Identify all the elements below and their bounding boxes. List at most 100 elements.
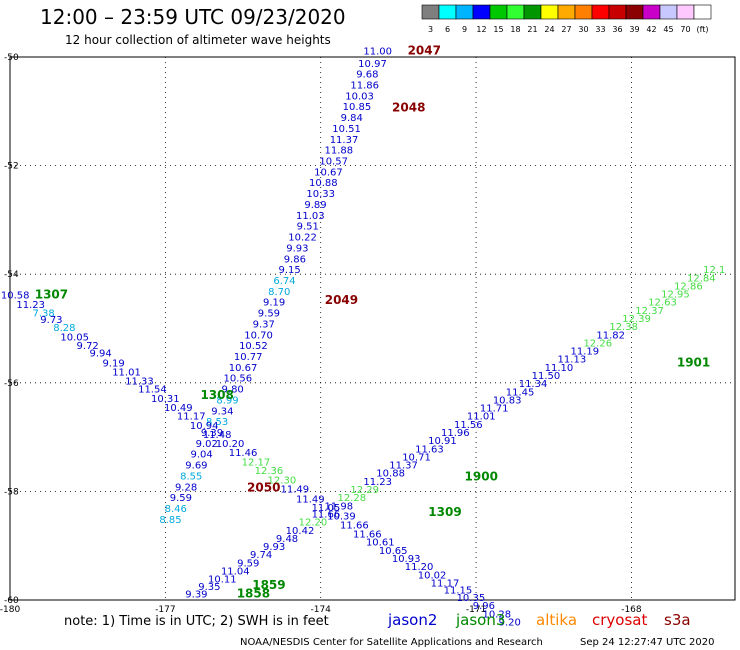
swh-value-label: 9.39 (185, 589, 207, 600)
plot-frame (9, 56, 736, 601)
colorbar-label: 21 (527, 25, 537, 34)
swh-value-label: 9.20 (499, 618, 521, 629)
swh-value-label: 12.1 (703, 265, 725, 276)
colorbar-label: (ft) (696, 25, 708, 34)
colorbar-swatch (659, 4, 678, 20)
swh-value-label: 11.56 (454, 420, 483, 431)
swh-value-label: 6.74 (273, 276, 295, 287)
colorbar-swatch (676, 4, 695, 20)
satellite-legend-altika: altika (536, 611, 577, 629)
swh-value-label: 11.20 (405, 562, 434, 573)
swh-value-label: 9.19 (263, 298, 285, 309)
colorbar-swatch (506, 4, 525, 20)
y-tick-label: -52 (4, 162, 19, 172)
colorbar-swatch (642, 4, 661, 20)
swh-value-label: 11.04 (221, 566, 250, 577)
swh-value-label: 10.02 (418, 570, 447, 581)
swh-value-label: 10.42 (286, 526, 315, 537)
colorbar-swatch (472, 4, 491, 20)
swh-value-label: 11.63 (415, 444, 444, 455)
swh-value-label: 8.99 (216, 395, 238, 406)
colorbar-swatch (523, 4, 542, 20)
swh-value-label: 10.56 (224, 374, 253, 385)
swh-value-label: 11.66 (340, 520, 369, 531)
swh-value-label: 12.39 (622, 314, 651, 325)
swh-value-label: 9.51 (297, 222, 319, 233)
colorbar-label: 15 (493, 25, 503, 34)
swh-value-label: 11.96 (441, 428, 470, 439)
x-tick-label: -171 (466, 605, 486, 615)
footer-note: note: 1) Time is in UTC; 2) SWH is in fe… (64, 614, 329, 629)
swh-value-label: 10.67 (314, 167, 343, 178)
swh-value-label: 11.49 (281, 484, 310, 495)
swh-value-label: 11.33 (125, 376, 154, 387)
swh-value-label: 10.94 (190, 421, 219, 432)
colorbar-label: 9 (462, 25, 467, 34)
colorbar-label: 36 (612, 25, 622, 34)
colorbar-label: 45 (663, 25, 673, 34)
swh-value-label: 11.17 (431, 578, 460, 589)
swh-value-label: 11.86 (350, 80, 379, 91)
swh-value-label: 9.34 (211, 406, 233, 417)
colorbar-swatch (438, 4, 457, 20)
swh-value-label: 12.38 (609, 322, 638, 333)
swh-value-label: 11.37 (389, 461, 418, 472)
swh-value-label: 10.05 (60, 332, 89, 343)
y-tick-label: -60 (4, 596, 19, 606)
x-tick-label: -180 (0, 605, 20, 615)
swh-value-label: 10.88 (376, 469, 405, 480)
swh-value-label: 12.63 (648, 298, 677, 309)
swh-value-label: 11.48 (203, 430, 232, 441)
time-label: 1309 (428, 505, 461, 519)
colorbar-label: 42 (646, 25, 656, 34)
swh-value-label: 10.93 (392, 554, 421, 565)
time-label: 1859 (252, 578, 285, 592)
swh-value-label: 9.96 (473, 601, 495, 612)
swh-value-label: 9.59 (237, 558, 259, 569)
swh-value-label: 10.85 (343, 102, 372, 113)
time-label: 2049 (325, 293, 358, 307)
colorbar-label: 27 (561, 25, 571, 34)
time-label: 2048 (392, 100, 425, 114)
time-label: 1901 (677, 356, 710, 370)
y-tick-label: -56 (4, 379, 19, 389)
swh-value-label: 9.59 (170, 493, 192, 504)
swh-value-label: 10.58 (1, 291, 30, 302)
colorbar-label: 24 (544, 25, 554, 34)
swh-value-label: 10.20 (216, 439, 245, 450)
colorbar-swatch (574, 4, 593, 20)
x-tick-label: -177 (155, 605, 175, 615)
satellite-legend-cryosat: cryosat (592, 611, 647, 629)
swh-value-label: 10.28 (482, 609, 511, 620)
swh-value-label: 8.28 (53, 323, 75, 334)
swh-value-label: 11.23 (16, 300, 45, 311)
swh-value-label: 9.19 (102, 359, 124, 370)
swh-value-label: 9.59 (258, 309, 280, 320)
footer-credit: NOAA/NESDIS Center for Satellite Applica… (240, 637, 543, 648)
swh-value-label: 10.83 (493, 395, 522, 406)
swh-value-label: 11.00 (363, 46, 392, 57)
swh-value-label: 9.37 (253, 319, 275, 330)
swh-value-label: 11.05 (312, 503, 341, 514)
swh-value-label: 9.28 (175, 482, 197, 493)
swh-value-label: 9.74 (250, 550, 272, 561)
swh-value-label: 11.01 (112, 368, 141, 379)
swh-value-label: 11.37 (330, 135, 359, 146)
colorbar-swatch (455, 4, 474, 20)
swh-value-label: 9.39 (201, 428, 223, 439)
swh-value-label: 8.55 (180, 471, 202, 482)
swh-value-label: 11.45 (506, 387, 535, 398)
swh-value-label: 11.23 (363, 477, 392, 488)
swh-value-label: 11.10 (545, 363, 574, 374)
swh-value-label: 10.51 (332, 124, 361, 135)
colorbar-swatch (591, 4, 610, 20)
colorbar-swatch (693, 4, 712, 20)
swh-value-label: 11.49 (296, 494, 325, 505)
y-tick-label: -58 (4, 487, 19, 497)
chart-title: 12:00 – 23:59 UTC 09/23/2020 (40, 5, 346, 29)
swh-value-label: 12.86 (674, 281, 703, 292)
swh-value-label: 9.93 (263, 542, 285, 553)
swh-value-label: 10.35 (457, 593, 486, 604)
colorbar-swatch (625, 4, 644, 20)
swh-value-label: 12.20 (299, 518, 328, 529)
